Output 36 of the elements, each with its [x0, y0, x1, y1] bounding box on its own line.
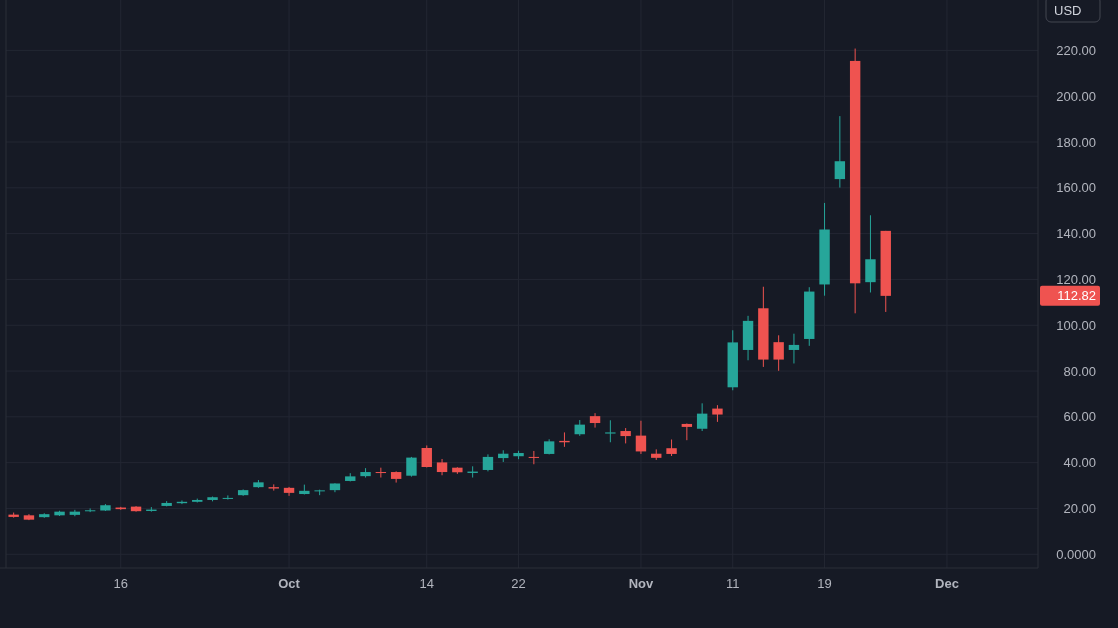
candlestick: [222, 494, 234, 501]
candlestick: [788, 333, 800, 364]
y-tick-label: 160.00: [1056, 180, 1096, 196]
candlestick: [589, 412, 601, 429]
x-tick-label: Oct: [278, 576, 301, 591]
x-tick-label: 16: [113, 576, 128, 591]
x-tick-label: 22: [511, 576, 526, 591]
candlestick: [696, 402, 708, 432]
candlestick: [773, 334, 784, 372]
y-tick-label: 80.00: [1063, 363, 1096, 379]
y-axis-title: USD: [1054, 2, 1082, 18]
x-tick-label: Nov: [628, 576, 654, 591]
candlestick: [605, 419, 616, 443]
candlestick: [865, 214, 876, 293]
y-tick-label: 20.00: [1063, 501, 1096, 516]
y-tick-label: 140.00: [1056, 226, 1096, 242]
text: 112.82: [1057, 288, 1096, 304]
candlestick: [406, 456, 417, 478]
candlestick: [834, 115, 846, 189]
x-tick-label: 14: [419, 576, 434, 591]
x-tick-label: 19: [817, 576, 832, 591]
y-tick-label: 100.00: [1056, 317, 1096, 333]
candlestick: [528, 450, 540, 465]
y-tick-label: 60.00: [1063, 409, 1096, 425]
x-tick-label: 11: [726, 576, 740, 591]
y-tick-label: 200.00: [1056, 88, 1096, 104]
y-tick-label: 180.00: [1056, 134, 1096, 150]
y-tick-label: 0.0000: [1056, 546, 1096, 562]
y-tick-label: 40.00: [1063, 455, 1096, 471]
x-tick-label: Dec: [935, 576, 959, 591]
candlestick: [681, 422, 693, 441]
y-tick-label: 120.00: [1056, 271, 1096, 287]
y-tick-label: 220.00: [1056, 42, 1096, 58]
candlestick: [635, 420, 647, 455]
candlestick: [69, 509, 81, 517]
candlestick: [375, 467, 387, 479]
